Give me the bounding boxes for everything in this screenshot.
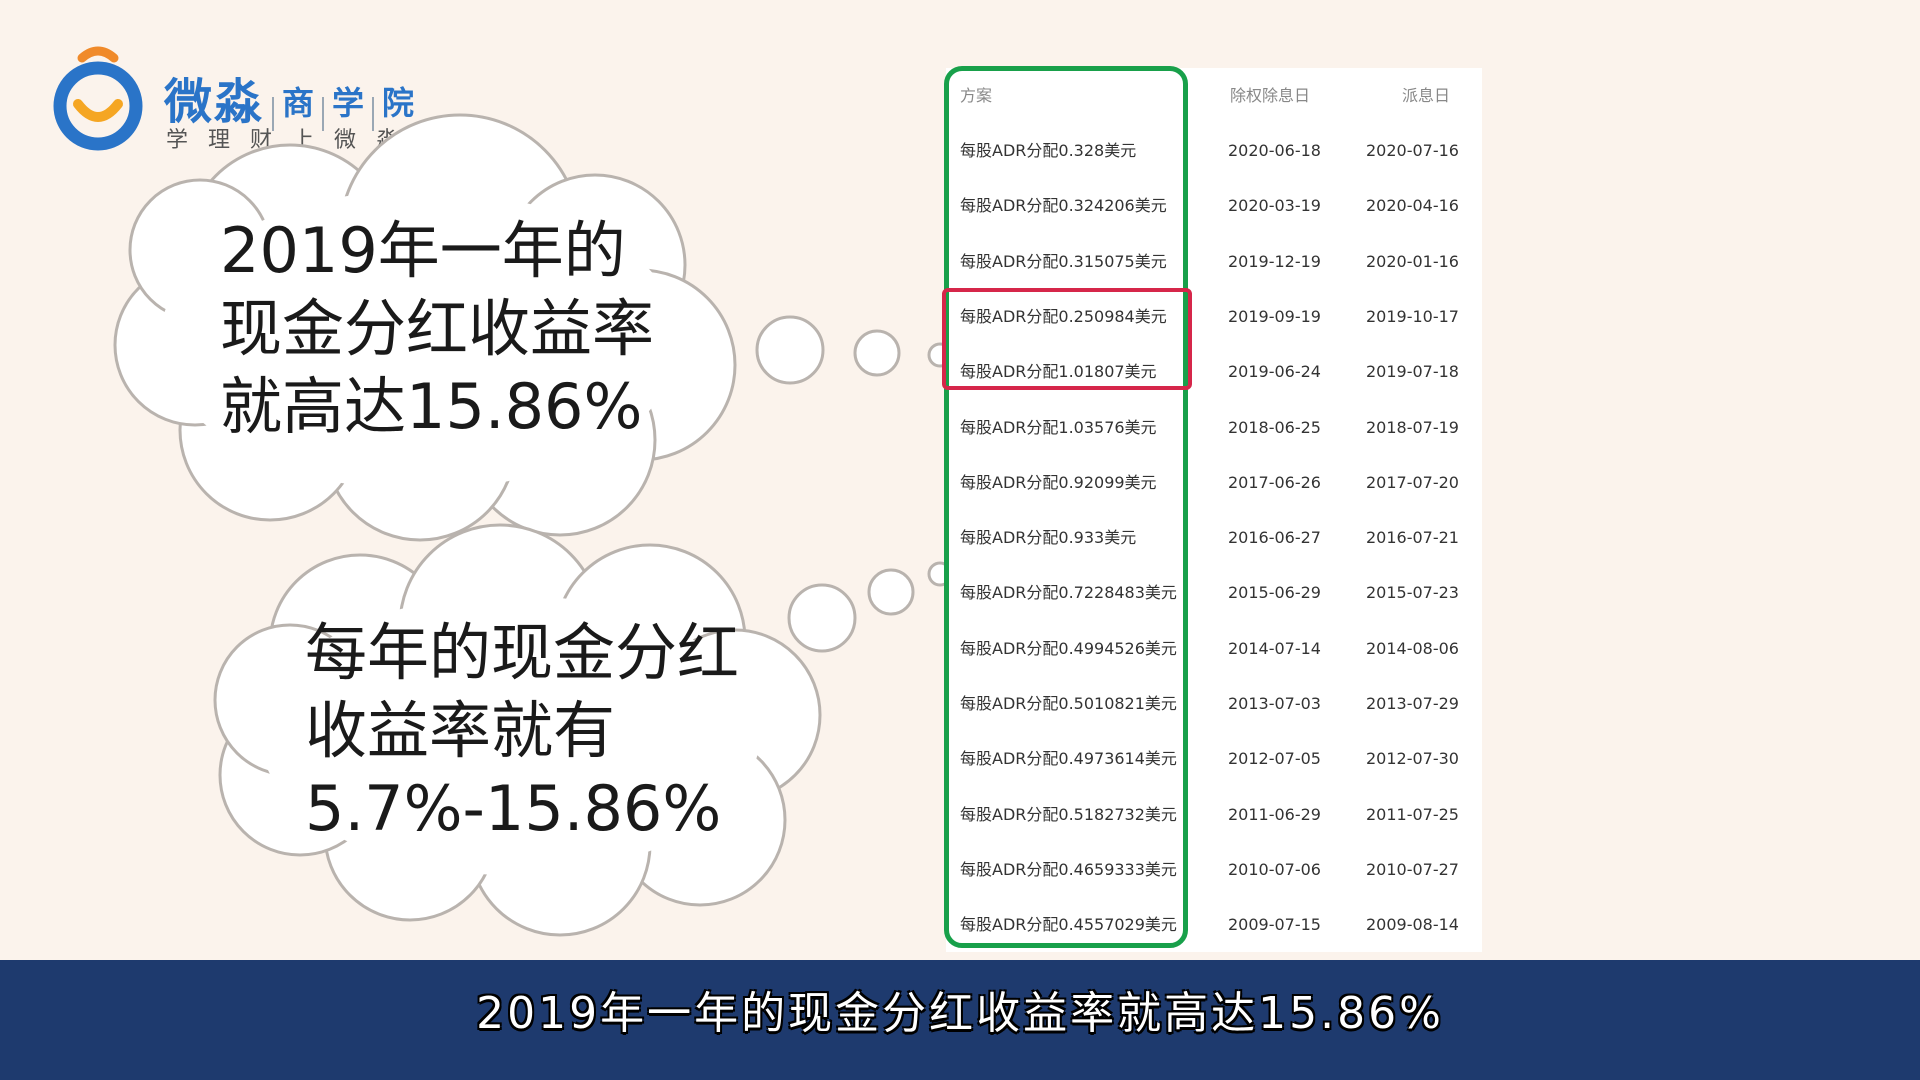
thought-bubble-dot [867,568,915,616]
table-row: 每股ADR分配0.4994526美元 2014-07-14 2014-08-06 [946,621,1482,676]
table-row: 每股ADR分配1.03576美元 2018-06-25 2018-07-19 [946,400,1482,455]
header-plan: 方案 [960,86,993,105]
pay-date-cell: 2018-07-19 [1366,417,1459,437]
dividend-table: 方案 除权除息日 派息日 每股ADR分配0.328美元 2020-06-18 202… [946,68,1482,952]
ex-date-cell: 2012-07-05 [1228,749,1321,769]
table-row: 每股ADR分配0.933美元 2016-06-27 2016-07-21 [946,510,1482,565]
pay-date-cell: 2009-08-14 [1366,915,1459,935]
pay-date-cell: 2015-07-23 [1366,583,1459,603]
table-row: 每股ADR分配0.4973614美元 2012-07-05 2012-07-30 [946,731,1482,786]
ex-date-cell: 2019-12-19 [1228,251,1321,271]
logo-name: 微淼商学院 [164,62,414,132]
thought-cloud-1 [113,113,737,542]
ex-date-cell: 2020-06-18 [1228,141,1321,160]
pay-date-cell: 2020-04-16 [1366,196,1459,216]
logo-brand: 微淼 [164,74,265,130]
logo-suffix-3: 院 [382,84,415,122]
thought-bubble-dot [787,583,857,653]
plan-cell: 每股ADR分配0.250984美元 [960,306,1167,326]
thought-cloud-2 [213,523,822,937]
ex-date-cell: 2009-07-15 [1228,915,1321,935]
plan-cell: 每股ADR分配0.4659333美元 [960,859,1177,879]
plan-cell: 每股ADR分配0.933美元 [960,528,1137,548]
pay-date-cell: 2013-07-29 [1366,694,1459,713]
ex-date-cell: 2013-07-03 [1228,694,1321,713]
plan-cell: 每股ADR分配0.324206美元 [960,196,1167,216]
logo-suffix-1: 商 [282,84,315,122]
plan-cell: 每股ADR分配0.92099美元 [960,472,1157,492]
logo-suffix-2: 学 [332,84,365,122]
pay-date-cell: 2016-07-21 [1366,528,1459,548]
ex-date-cell: 2017-06-26 [1228,472,1321,492]
plan-cell: 每股ADR分配0.328美元 [960,141,1137,160]
subtitle-text: 2019年一年的现金分红收益率就高达15.86% [476,988,1444,1039]
table-header: 方案 除权除息日 派息日 [946,68,1482,123]
plan-cell: 每股ADR分配0.4973614美元 [960,749,1177,769]
pay-date-cell: 2010-07-27 [1366,859,1459,879]
ex-date-cell: 2019-09-19 [1228,306,1321,326]
cloud-2-text: 每年的现金分红 收益率就有 5.7%-15.86% [305,616,740,845]
pay-date-cell: 2014-08-06 [1366,638,1459,658]
smiley-logo-icon [53,46,143,151]
plan-cell: 每股ADR分配0.7228483美元 [960,583,1177,603]
table-row: 每股ADR分配0.250984美元 2019-09-19 2019-10-17 [946,289,1482,344]
thought-bubble-dot [755,315,825,385]
plan-cell: 每股ADR分配0.4557029美元 [960,915,1177,935]
plan-cell: 每股ADR分配1.03576美元 [960,417,1157,437]
ex-date-cell: 2020-03-19 [1228,196,1321,216]
subtitle-bar: 2019年一年的现金分红收益率就高达15.86% [0,960,1920,1080]
table-row: 每股ADR分配0.324206美元 2020-03-19 2020-04-16 [946,178,1482,233]
pay-date-cell: 2020-01-16 [1366,251,1459,271]
table-row: 每股ADR分配0.4659333美元 2010-07-06 2010-07-27 [946,842,1482,897]
pay-date-cell: 2017-07-20 [1366,472,1459,492]
thought-bubble-dot [853,329,901,377]
table-row: 每股ADR分配0.5010821美元 2013-07-03 2013-07-29 [946,676,1482,731]
plan-cell: 每股ADR分配1.01807美元 [960,362,1157,382]
pay-date-cell: 2019-10-17 [1366,306,1459,326]
pay-date-cell: 2019-07-18 [1366,362,1459,382]
plan-cell: 每股ADR分配0.5182732美元 [960,804,1177,824]
table-row: 每股ADR分配0.4557029美元 2009-07-15 2009-08-14 [946,897,1482,952]
pay-date-cell: 2020-07-16 [1366,141,1459,160]
table-row: 每股ADR分配0.328美元 2020-06-18 2020-07-16 [946,123,1482,178]
table-row: 每股ADR分配0.92099美元 2017-06-26 2017-07-20 [946,455,1482,510]
ex-date-cell: 2015-06-29 [1228,583,1321,603]
header-ex-date: 除权除息日 [1230,86,1311,105]
pay-date-cell: 2011-07-25 [1366,804,1459,824]
ex-date-cell: 2014-07-14 [1228,638,1321,658]
plan-cell: 每股ADR分配0.5010821美元 [960,694,1177,713]
ex-date-cell: 2016-06-27 [1228,528,1321,548]
table-row: 每股ADR分配0.315075美元 2019-12-19 2020-01-16 [946,234,1482,289]
rows-2019-highlight [942,288,1192,390]
plan-cell: 每股ADR分配0.4994526美元 [960,638,1177,658]
ex-date-cell: 2010-07-06 [1228,859,1321,879]
table-row: 每股ADR分配0.5182732美元 2011-06-29 2011-07-25 [946,787,1482,842]
table-row: 每股ADR分配1.01807美元 2019-06-24 2019-07-18 [946,344,1482,399]
header-pay-date: 派息日 [1402,86,1451,105]
table-row: 每股ADR分配0.7228483美元 2015-06-29 2015-07-23 [946,565,1482,620]
plan-cell: 每股ADR分配0.315075美元 [960,251,1167,271]
plan-column-highlight [944,66,1188,948]
ex-date-cell: 2019-06-24 [1228,362,1321,382]
pay-date-cell: 2012-07-30 [1366,749,1459,769]
ex-date-cell: 2018-06-25 [1228,417,1321,437]
cloud-1-text: 2019年一年的 现金分红收益率 就高达15.86% [220,214,655,443]
ex-date-cell: 2011-06-29 [1228,804,1321,824]
